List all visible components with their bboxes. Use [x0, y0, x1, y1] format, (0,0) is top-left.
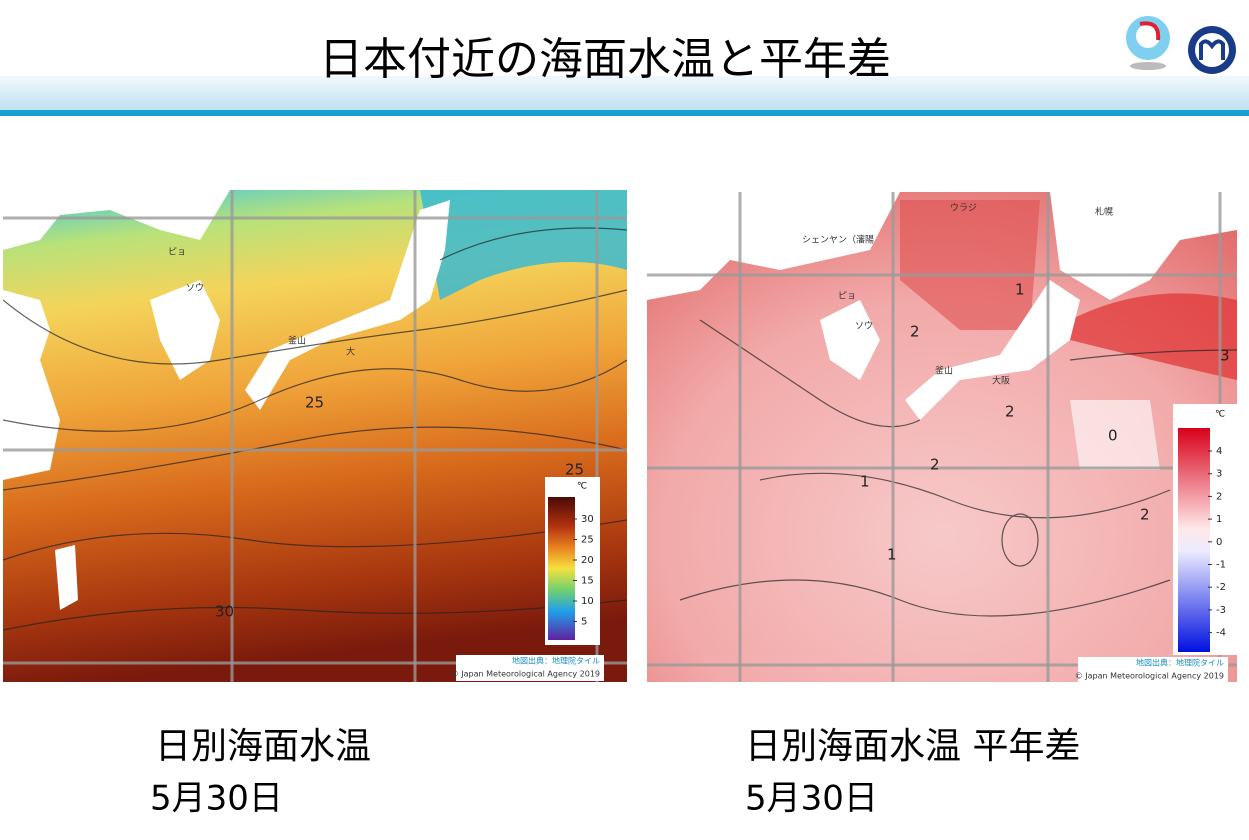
- place-label: 釜山: [935, 365, 953, 377]
- place-label: ソウ: [855, 321, 873, 332]
- contour-label: 2: [910, 323, 920, 341]
- contour-label: 25: [565, 461, 584, 479]
- contour-label: 1: [860, 473, 870, 491]
- contour-label: 2: [1140, 506, 1150, 524]
- place-label: 札幌: [1095, 206, 1113, 218]
- legend-tick-label: 5: [581, 617, 587, 628]
- caption-title: 日別海面水温 平年差: [745, 726, 1080, 767]
- place-label: ウラジ: [950, 203, 977, 214]
- anomaly-map: 1 2 2 0 3 2 1 1 2 シェンヤン（瀋陽 ピョ ソウ 釜山 大阪 札…: [647, 192, 1237, 682]
- place-label: 釜山: [288, 335, 306, 347]
- legend-tick-label: 10: [581, 596, 594, 607]
- contour-label: 1: [887, 546, 897, 564]
- contour-label: 2: [930, 456, 940, 474]
- logos: [1126, 16, 1236, 74]
- copyright: © Japan Meteorological Agency 2019: [1075, 672, 1224, 681]
- contour-label: 3: [1220, 347, 1230, 365]
- contour-label: 1: [1015, 281, 1025, 299]
- title: 日本付近の海面水温と平年差: [319, 34, 891, 85]
- caption-date: 5月30日: [150, 779, 283, 819]
- place-label: 大阪: [992, 375, 1010, 387]
- legend-tick-label: 25: [581, 535, 594, 546]
- place-label: シェンヤン（瀋陽: [802, 234, 874, 246]
- legend-tick-label: -4: [1216, 628, 1226, 639]
- credit: 地図出典：地理院タイル: [1136, 658, 1224, 668]
- legend-tick-label: 0: [1216, 537, 1222, 548]
- sst-map: 25 25 30 ピョ ソウ 釜山 大 ℃ 30 25 20 15 10 5 地図出典：地…: [3, 190, 627, 682]
- legend-tick-label: -3: [1216, 605, 1226, 616]
- place-label: ピョ: [838, 291, 856, 302]
- legend-unit: ℃: [1215, 410, 1225, 420]
- credit: 地図出典：地理院タイル: [512, 656, 600, 666]
- legend-colorbar: [548, 497, 575, 640]
- place-label: ピョ: [168, 247, 186, 258]
- contour-label: 25: [305, 394, 324, 412]
- place-label: ソウ: [186, 283, 204, 294]
- contour-label: 30: [215, 603, 234, 621]
- legend-tick-label: 3: [1216, 469, 1222, 480]
- header-band: [0, 76, 1249, 110]
- credit-box: [456, 655, 604, 681]
- legend-tick-label: 4: [1216, 446, 1222, 457]
- legend-colorbar: [1178, 428, 1210, 652]
- legend-tick-label: -1: [1216, 560, 1226, 571]
- caption-date: 5月30日: [745, 779, 878, 819]
- legend-unit: ℃: [577, 482, 587, 492]
- copyright: © Japan Meteorological Agency 2019: [451, 670, 600, 679]
- credit-box: [1078, 657, 1228, 682]
- legend-tick-label: 20: [581, 555, 594, 566]
- caption-title: 日別海面水温: [155, 726, 371, 767]
- place-label: 大: [346, 346, 355, 358]
- legend-tick-label: -2: [1216, 582, 1226, 593]
- legend-tick-label: 2: [1216, 491, 1222, 502]
- contour-label: 0: [1108, 427, 1118, 445]
- legend-tick-label: 15: [581, 576, 594, 587]
- contour-label: 2: [1005, 403, 1015, 421]
- legend-tick-label: 30: [581, 514, 594, 525]
- header-rule: [0, 110, 1249, 116]
- legend-tick-label: 1: [1216, 514, 1222, 525]
